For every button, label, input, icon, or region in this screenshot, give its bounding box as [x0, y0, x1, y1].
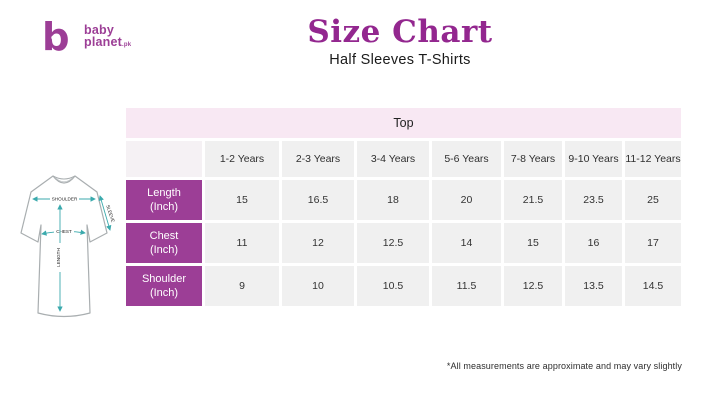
size-value-cell: 10.5	[357, 266, 429, 306]
length-label: LENGTH	[56, 248, 61, 267]
tshirt-collar	[52, 175, 76, 180]
year-col-header: 9-10 Years	[565, 141, 622, 177]
table-row-shoulder: Shoulder (Inch) 9 10 10.5 11.5 12.5 13.5…	[126, 266, 681, 306]
size-value-cell: 16	[565, 223, 622, 263]
chest-label: CHEST	[56, 229, 72, 234]
row-unit: (Inch)	[149, 287, 179, 299]
size-value-cell: 14	[432, 223, 501, 263]
size-value-cell: 16.5	[282, 180, 354, 220]
row-label-cell: Length (Inch)	[126, 180, 202, 220]
measurements-disclaimer: *All measurements are approximate and ma…	[446, 361, 682, 371]
chest-label-bg	[54, 227, 74, 235]
size-value-cell: 18	[357, 180, 429, 220]
tshirt-outline	[20, 175, 108, 318]
size-value-cell: 12	[282, 223, 354, 263]
size-value-cell: 10	[282, 266, 354, 306]
table-row-length: Length (Inch) 15 16.5 18 20 21.5 23.5 25	[126, 180, 681, 220]
svg-text:b: b	[42, 18, 70, 56]
page-title: Size Chart	[307, 14, 493, 50]
year-col-header: 7-8 Years	[504, 141, 562, 177]
tshirt-measurement-diagram: SHOULDER SLEEVE CHEST LENGTH	[20, 175, 116, 318]
size-value-cell: 20	[432, 180, 501, 220]
year-col-header: 5-6 Years	[432, 141, 501, 177]
row-label-cell: Chest (Inch)	[126, 223, 202, 263]
table-group-header: Top	[126, 108, 681, 138]
size-value-cell: 25	[625, 180, 681, 220]
size-value-cell: 15	[504, 223, 562, 263]
brand-tld: .pk	[122, 41, 132, 48]
svg-text:♥: ♥	[50, 33, 61, 47]
year-col-header: 11-12 Years	[625, 141, 681, 177]
row-unit: (Inch)	[149, 244, 179, 256]
size-chart-table: Top 1-2 Years 2-3 Years 3-4 Years 5-6 Ye…	[123, 105, 684, 309]
row-unit: (Inch)	[149, 201, 179, 213]
brand-word-baby: baby	[84, 22, 114, 37]
size-value-cell: 12.5	[504, 266, 562, 306]
size-value-cell: 11	[205, 223, 279, 263]
table-row-chest: Chest (Inch) 11 12 12.5 14 15 16 17	[126, 223, 681, 263]
size-value-cell: 17	[625, 223, 681, 263]
size-value-cell: 11.5	[432, 266, 501, 306]
page-header: Size Chart Half Sleeves T-Shirts	[160, 14, 640, 68]
year-col-header: 3-4 Years	[357, 141, 429, 177]
size-value-cell: 12.5	[357, 223, 429, 263]
shoulder-label: SHOULDER	[52, 197, 78, 202]
sleeve-label: SLEEVE	[105, 204, 115, 223]
year-col-header: 2-3 Years	[282, 141, 354, 177]
brand-word-planet: planet.pk	[84, 34, 132, 49]
year-col-header: 1-2 Years	[205, 141, 279, 177]
table-corner-cell	[126, 141, 202, 177]
row-label: Shoulder	[141, 273, 187, 285]
tshirt-collar-rib	[54, 177, 74, 183]
size-value-cell: 21.5	[504, 180, 562, 220]
size-value-cell: 13.5	[565, 266, 622, 306]
size-value-cell: 14.5	[625, 266, 681, 306]
row-label: Chest	[149, 230, 179, 242]
brand-logo: b ♥ baby planet.pk	[42, 18, 131, 56]
baby-planet-b-icon: b ♥	[42, 18, 70, 56]
shoulder-label-bg	[50, 195, 79, 203]
sleeve-arrow	[98, 195, 112, 231]
row-label-cell: Shoulder (Inch)	[126, 266, 202, 306]
size-value-cell: 23.5	[565, 180, 622, 220]
page-subtitle: Half Sleeves T-Shirts	[329, 52, 471, 68]
length-label-bg	[56, 243, 64, 272]
brand-wordmark: baby planet.pk	[84, 22, 132, 51]
size-value-cell: 9	[205, 266, 279, 306]
size-value-cell: 15	[205, 180, 279, 220]
row-label: Length	[147, 187, 181, 199]
